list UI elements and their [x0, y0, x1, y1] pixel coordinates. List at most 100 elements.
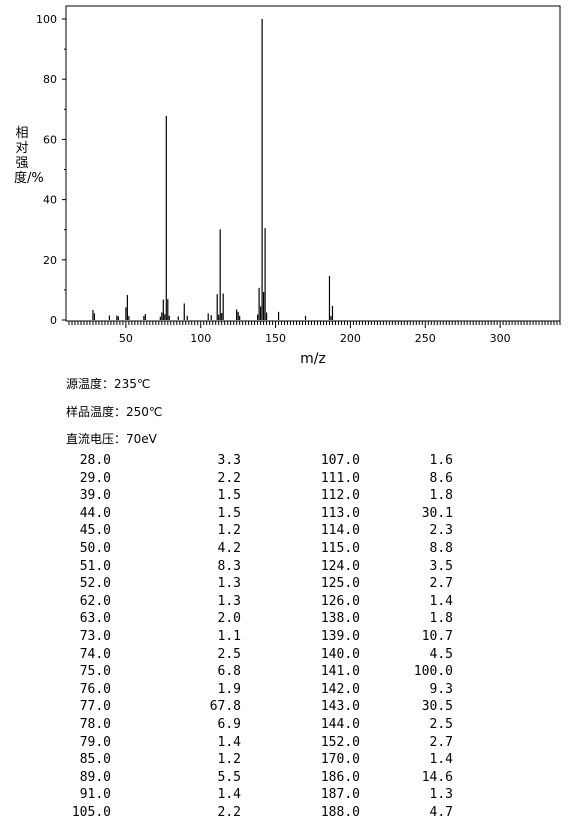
peak-abundance: 1.4 [217, 787, 241, 803]
peak-mz: 124.0 [320, 558, 360, 574]
peak-mz: 75.0 [79, 664, 111, 680]
peak-mz: 89.0 [79, 769, 111, 785]
peak-abundance: 67.8 [209, 699, 241, 715]
peak-mz: 28.0 [79, 453, 111, 468]
peak-abundance: 4.7 [429, 804, 453, 820]
peak-row: 170.0 1.4 [314, 751, 453, 769]
peak-abundance: 5.5 [217, 769, 241, 785]
peak-mz: 73.0 [79, 628, 111, 644]
peak-abundance: 1.4 [429, 593, 453, 609]
peak-mz: 142.0 [320, 681, 360, 697]
peak-mz: 52.0 [79, 576, 111, 592]
peak-mz: 105.0 [71, 804, 111, 820]
peak-abundance: 3.5 [429, 558, 453, 574]
peak-row: 141.0 100.0 [314, 663, 453, 681]
peak-abundance: 10.7 [421, 628, 453, 644]
peak-row: 139.0 10.7 [314, 628, 453, 646]
peak-abundance: 1.4 [217, 734, 241, 750]
peak-mz: 139.0 [320, 628, 360, 644]
peak-row: 51.0 8.3 [65, 558, 241, 576]
peak-row: 114.0 2.3 [314, 522, 453, 540]
peak-abundance: 8.8 [429, 540, 453, 556]
peak-mz: 143.0 [320, 699, 360, 715]
peak-mz: 29.0 [79, 470, 111, 486]
peak-mz: 63.0 [79, 611, 111, 627]
peak-abundance: 2.0 [217, 611, 241, 627]
peak-row: 44.0 1.5 [65, 505, 241, 523]
peak-abundance: 2.5 [429, 716, 453, 732]
peak-abundance: 9.3 [429, 681, 453, 697]
peak-mz: 111.0 [320, 470, 360, 486]
peak-mz: 140.0 [320, 646, 360, 662]
peak-row: 45.0 1.2 [65, 522, 241, 540]
peak-row: 50.0 4.2 [65, 540, 241, 558]
peak-row: 125.0 2.7 [314, 575, 453, 593]
peak-row: 63.0 2.0 [65, 610, 241, 628]
peak-abundance: 1.6 [429, 453, 453, 468]
peak-mz: 107.0 [320, 453, 360, 468]
peak-row: 105.0 2.2 [65, 804, 241, 822]
peak-mz: 77.0 [79, 699, 111, 715]
peak-abundance: 2.5 [217, 646, 241, 662]
peak-abundance: 3.3 [217, 453, 241, 468]
peak-abundance: 2.2 [217, 804, 241, 820]
peak-row: 28.0 3.3 [65, 452, 241, 470]
peak-abundance: 1.9 [217, 681, 241, 697]
peak-row: 187.0 1.3 [314, 786, 453, 804]
peak-mz: 112.0 [320, 488, 360, 504]
peak-mz: 39.0 [79, 488, 111, 504]
peak-mz: 85.0 [79, 752, 111, 768]
peak-row: 140.0 4.5 [314, 646, 453, 664]
peak-mz: 170.0 [320, 752, 360, 768]
peak-row: 113.0 30.1 [314, 505, 453, 523]
peak-row: 143.0 30.5 [314, 698, 453, 716]
peak-row: 115.0 8.8 [314, 540, 453, 558]
peak-abundance: 8.3 [217, 558, 241, 574]
peak-mz: 113.0 [320, 505, 360, 521]
peak-row: 144.0 2.5 [314, 716, 453, 734]
peak-row: 107.0 1.6 [314, 452, 453, 470]
peak-abundance: 4.5 [429, 646, 453, 662]
mass-spectrum-chart: 0 20 40 60 80 100 50 100 150 200 250 300 m/z [36, 5, 561, 367]
peak-row: 77.0 67.8 [65, 698, 241, 716]
peak-mz: 50.0 [79, 540, 111, 556]
peak-abundance: 30.1 [421, 505, 453, 521]
peak-abundance: 1.5 [217, 488, 241, 504]
peak-row: 39.0 1.5 [65, 487, 241, 505]
x-tick-label: 100 [190, 332, 211, 345]
peak-row: 188.0 4.7 [314, 804, 453, 822]
peak-row: 52.0 1.3 [65, 575, 241, 593]
peak-row: 142.0 9.3 [314, 681, 453, 699]
peak-abundance: 4.2 [217, 540, 241, 556]
peak-row: 78.0 6.9 [65, 716, 241, 734]
peak-abundance: 2.7 [429, 576, 453, 592]
peak-mz: 114.0 [320, 523, 360, 539]
y-tick-label: 40 [43, 194, 57, 207]
peak-abundance: 6.8 [217, 664, 241, 680]
peak-mz: 62.0 [79, 593, 111, 609]
peak-mz: 126.0 [320, 593, 360, 609]
peak-row: 152.0 2.7 [314, 734, 453, 752]
peak-abundance: 1.3 [217, 576, 241, 592]
x-tick-label: 250 [415, 332, 436, 345]
peak-mz: 78.0 [79, 716, 111, 732]
peak-row: 85.0 1.2 [65, 751, 241, 769]
y-tick-label: 60 [43, 133, 57, 146]
peak-abundance: 14.6 [421, 769, 453, 785]
peak-abundance: 2.7 [429, 734, 453, 750]
peak-abundance: 1.4 [429, 752, 453, 768]
peak-abundance: 8.6 [429, 470, 453, 486]
x-axis-label: m/z [300, 351, 326, 367]
peak-abundance: 1.1 [217, 628, 241, 644]
peak-abundance: 1.8 [429, 488, 453, 504]
plot-frame [65, 5, 561, 322]
peak-abundance: 1.5 [217, 505, 241, 521]
peak-mz: 138.0 [320, 611, 360, 627]
peak-row: 76.0 1.9 [65, 681, 241, 699]
peak-abundance: 1.3 [429, 787, 453, 803]
peak-mz: 45.0 [79, 523, 111, 539]
peak-mz: 91.0 [79, 787, 111, 803]
peak-row: 79.0 1.4 [65, 734, 241, 752]
peak-row: 75.0 6.8 [65, 663, 241, 681]
peak-mz: 152.0 [320, 734, 360, 750]
